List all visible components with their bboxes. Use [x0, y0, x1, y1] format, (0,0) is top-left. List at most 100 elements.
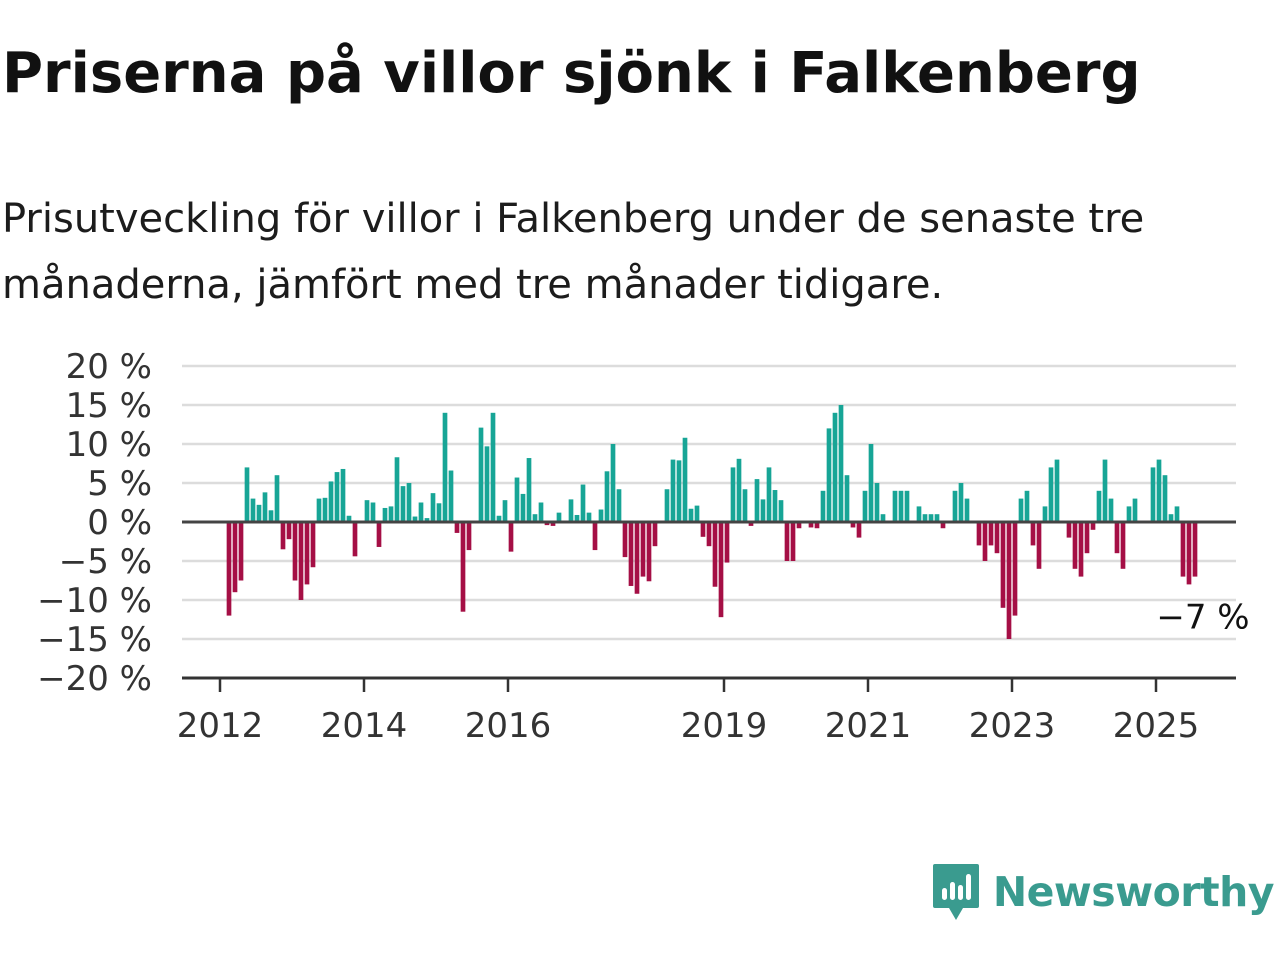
bar: [598, 509, 604, 522]
bar: [814, 522, 820, 529]
bar: [280, 522, 286, 550]
bar: [400, 486, 406, 522]
bar: [604, 471, 610, 522]
bar: [1168, 514, 1174, 522]
bar: [1084, 522, 1090, 554]
bar: [532, 514, 538, 522]
y-tick-label: 20 %: [66, 347, 152, 387]
y-tick-label: 5 %: [87, 464, 152, 504]
bar: [322, 497, 328, 522]
bar: [1030, 522, 1036, 546]
bar: [316, 498, 322, 522]
bar: [922, 514, 928, 522]
bar: [700, 522, 706, 537]
bar: [1120, 522, 1126, 569]
bar: [388, 506, 394, 522]
bar: [682, 437, 688, 522]
bar: [670, 459, 676, 522]
bar: [784, 522, 790, 561]
bar: [964, 498, 970, 522]
bar: [454, 522, 460, 533]
bar: [862, 490, 868, 522]
bar: [484, 446, 490, 522]
bar: [1090, 522, 1096, 530]
bar: [706, 522, 712, 547]
bar: [394, 457, 400, 522]
bar: [904, 490, 910, 522]
bar: [916, 506, 922, 522]
bar: [460, 522, 466, 612]
bar: [838, 405, 844, 522]
y-tick-label: −20 %: [37, 659, 152, 699]
bar: [748, 522, 754, 526]
bar: [1072, 522, 1078, 569]
bar: [640, 522, 646, 577]
bar: [580, 484, 586, 522]
bar: [514, 477, 520, 522]
bar: [526, 458, 532, 522]
bar: [880, 514, 886, 522]
bar: [406, 483, 412, 522]
y-axis-tick-labels: 20 %15 %10 %5 %0 %−5 %−10 %−15 %−20 %: [37, 347, 152, 699]
bar: [664, 489, 670, 522]
bar: [676, 460, 682, 522]
x-tick-label: 2012: [177, 706, 264, 746]
x-tick-label: 2025: [1113, 706, 1200, 746]
bar: [610, 444, 616, 522]
bar: [790, 522, 796, 561]
bar: [934, 514, 940, 522]
bar: [448, 470, 454, 522]
bar: [1156, 459, 1162, 522]
bar: [1108, 498, 1114, 522]
bar: [892, 490, 898, 522]
bar: [844, 475, 850, 522]
bar: [556, 512, 562, 522]
newsworthy-logo: Newsworthy: [931, 862, 1275, 922]
bar: [298, 522, 304, 600]
newsworthy-logo-icon: [932, 864, 979, 920]
bar: [340, 468, 346, 522]
bar: [334, 472, 340, 522]
bar: [688, 508, 694, 522]
bar: [622, 522, 628, 558]
bar: [1180, 522, 1186, 577]
bar: [346, 515, 352, 522]
axes: [182, 520, 1236, 680]
bar: [976, 522, 982, 546]
bar: [1048, 467, 1054, 522]
bar: [1018, 498, 1024, 522]
bar: [772, 490, 778, 522]
bar-chart: 20 %15 %10 %5 %0 %−5 %−10 %−15 %−20 % 20…: [37, 347, 1249, 746]
bar: [544, 522, 550, 526]
bar: [808, 522, 814, 528]
bar: [1126, 506, 1132, 522]
bar: [1102, 459, 1108, 522]
bar: [724, 522, 730, 563]
x-tick-label: 2016: [465, 706, 552, 746]
x-tick-label: 2014: [321, 706, 408, 746]
bar: [1174, 506, 1180, 522]
y-tick-label: 10 %: [66, 425, 152, 465]
bar: [586, 512, 592, 522]
bar: [244, 467, 250, 522]
bar: [634, 522, 640, 594]
bar: [238, 522, 244, 581]
bar: [256, 504, 262, 522]
bar: [928, 514, 934, 522]
last-value-annotation: −7 %: [1156, 598, 1249, 638]
bar: [628, 522, 634, 586]
bar: [652, 522, 658, 547]
bar: [352, 522, 358, 557]
bar: [778, 500, 784, 522]
bar: [310, 522, 316, 568]
bar: [832, 412, 838, 522]
bar: [1036, 522, 1042, 569]
chart-title: Priserna på villor sjönk i Falkenberg: [2, 41, 1141, 106]
bar: [364, 500, 370, 522]
bar: [250, 498, 256, 522]
x-axis-ticks: 2012 2014 2016 2019 2021 2023 2025: [177, 678, 1200, 746]
bar: [1186, 522, 1192, 585]
bar: [646, 522, 652, 582]
bar: [958, 483, 964, 522]
x-tick-label: 2019: [681, 706, 768, 746]
